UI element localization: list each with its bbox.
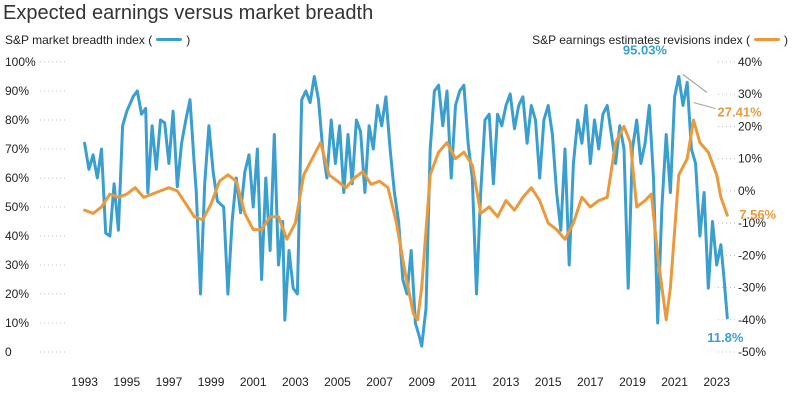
right-axis-tick: -50% [738,345,766,359]
x-axis-tick: 2001 [240,375,267,389]
x-axis-tick: 1999 [198,375,225,389]
x-axis-tick: 2023 [703,375,730,389]
left-axis-tick: 90% [5,84,29,98]
chart-title: Expected earnings versus market breadth [3,2,374,24]
right-axis-tick: -10% [738,216,766,230]
right-axis-tick: -40% [738,313,766,327]
legend-left: S&P market breadth index () [5,33,190,47]
left-axis-tick: 10% [5,316,29,330]
left-axis-tick: 30% [5,258,29,272]
right-axis-tick: 0% [738,184,756,198]
x-axis-tick: 2009 [408,375,435,389]
right-axis-tick: 10% [738,152,762,166]
left-axis-tick: 40% [5,229,29,243]
left-axis-tick: 0 [5,345,12,359]
right-axis-tick: 20% [738,119,762,133]
legend-left-swatch [156,38,183,42]
breadth-series-line [83,75,729,348]
x-axis-tick: 2003 [282,375,309,389]
legend-right-swatch [754,38,780,42]
legend-right: S&P earnings estimates revisions index (… [532,33,788,47]
right-axis-tick: 30% [738,87,762,101]
legend-left-label: S&P market breadth index ( [5,33,153,47]
x-axis-tick: 2005 [324,375,351,389]
left-axis-tick: 100% [5,55,36,69]
revisions-series-line [83,118,729,322]
annotation-leader [682,74,708,93]
left-axis-tick: 80% [5,113,29,127]
left-axis-tick: 20% [5,287,29,301]
x-axis-tick: 2017 [577,375,604,389]
annotation-label: 95.03% [623,42,668,57]
legend-right-suffix: ) [784,33,788,47]
x-axis-tick: 2019 [619,375,646,389]
x-axis-tick: 2015 [535,375,562,389]
legend-left-suffix: ) [186,33,191,47]
x-axis-tick: 2021 [661,375,688,389]
x-axis-tick: 1995 [113,375,140,389]
x-axis-tick: 2011 [451,375,477,389]
left-axis-tick: 60% [5,171,29,185]
annotation-label: 11.8% [707,330,744,345]
left-axis-tick: 70% [5,142,29,156]
annotation-label: 27.41% [718,105,763,120]
legend-right-label: S&P earnings estimates revisions index ( [532,33,750,47]
x-axis-tick: 1997 [156,375,183,389]
annotation-leader [693,102,716,110]
annotation-label: 7.56% [739,207,776,222]
x-axis-tick: 1993 [71,375,98,389]
right-axis-tick: -30% [738,281,766,295]
left-axis-tick: 50% [5,200,29,214]
x-axis-tick: 2013 [493,375,520,389]
right-axis-tick: -20% [738,248,766,262]
right-axis-tick: 40% [738,55,762,69]
x-axis-tick: 2007 [366,375,393,389]
